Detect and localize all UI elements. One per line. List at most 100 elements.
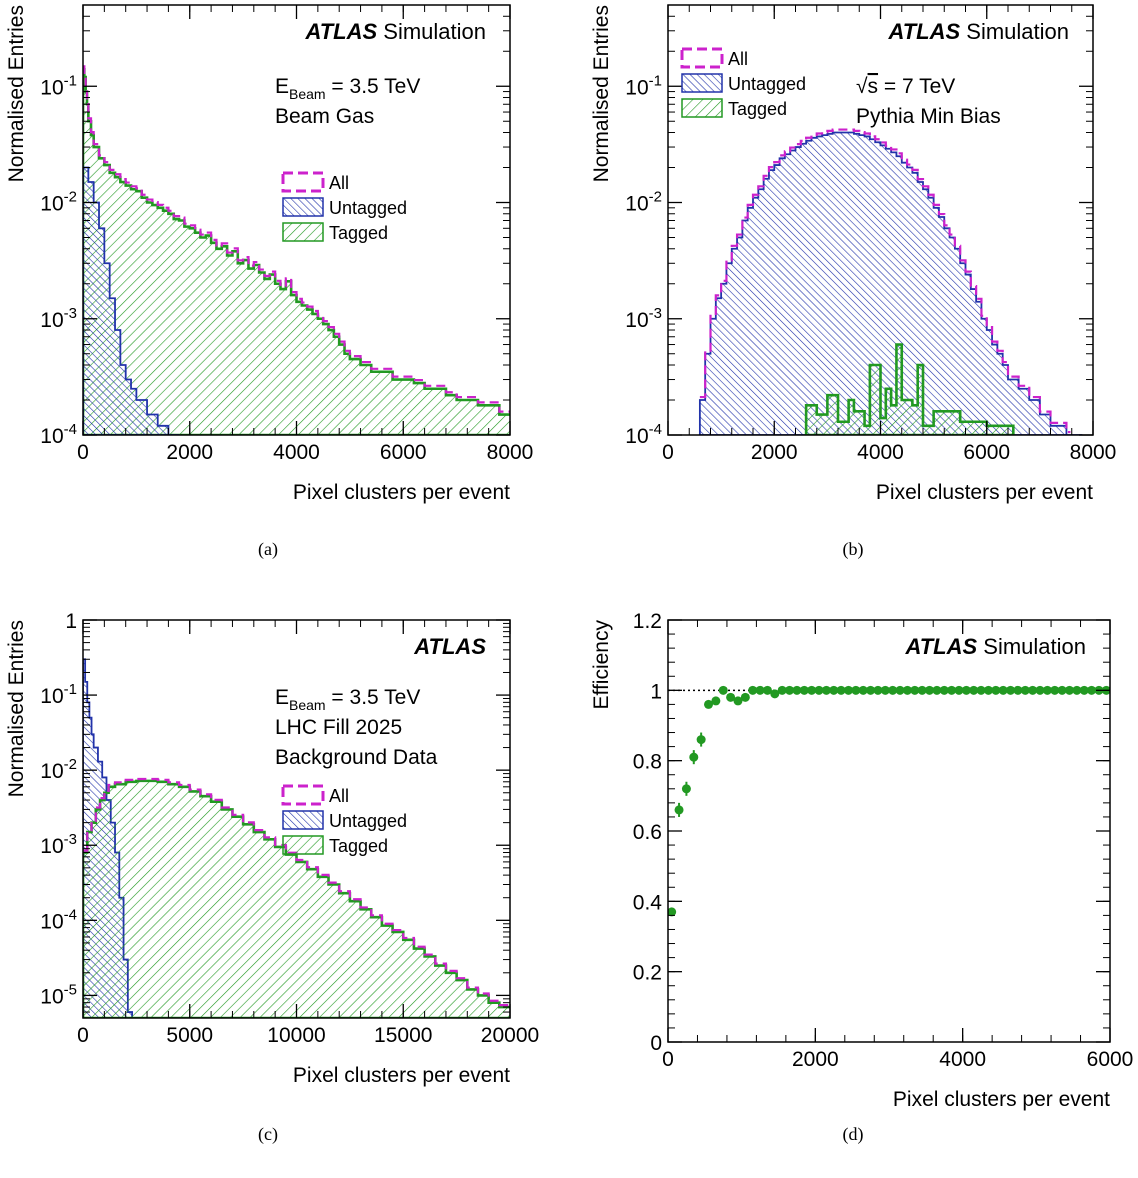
legend-label: All [329,786,349,806]
data-point [733,696,743,706]
data-point [836,685,846,695]
data-point [755,685,765,695]
legend-label: Untagged [329,811,407,831]
panel-d: 0 2000 4000 6000 0 0.2 0.4 0.6 0.8 1 1.2 Pixel clus… [590,610,1133,1145]
legend-swatch-all [680,47,724,69]
x-tick-label: 5000 [166,1024,213,1047]
x-tick-label: 6000 [380,441,427,464]
legend-swatch-tagged [282,222,324,242]
annotation: Background Data [275,746,438,769]
panel-a: 0 2000 4000 6000 8000 10-4 10-3 10-2 10-1 Pixel c… [5,4,533,560]
data-point [1006,685,1016,695]
hist-untagged [83,166,180,435]
y-tick-label: 0.4 [633,891,663,914]
data-point [777,685,787,695]
data-point [1020,685,1030,695]
data-point [668,907,677,917]
data-point [947,685,957,695]
data-point [726,692,736,702]
atlas-label: ATLAS [413,634,486,659]
hist-all [83,777,510,1007]
data-point [1028,685,1038,695]
y-axis-title: Normalised Entries [5,5,28,182]
data-point [998,685,1008,695]
hist-tagged [804,343,1015,435]
caption: (d) [843,1124,864,1145]
legend-swatch-untagged [282,810,324,830]
x-axis-title: Pixel clusters per event [893,1088,1110,1111]
data-point [1057,685,1067,695]
y-tick-label: 10-4 [40,906,77,933]
y-axis-title: Normalised Entries [5,620,28,797]
x-tick-label: 0 [662,441,674,464]
plot-area [83,65,510,435]
data-point [983,685,993,695]
data-point [1013,685,1023,695]
annotation: √s = 7 TeV [856,75,955,98]
annotation: Beam Gas [275,105,374,128]
data-point [843,685,853,695]
x-tick-label: 0 [77,441,89,464]
data-point [1050,685,1060,695]
data-point [740,692,750,702]
data-point [910,685,920,695]
y-tick-label: 10-2 [40,189,77,216]
y-tick-label: 10-2 [40,756,77,783]
x-tick-label: 2000 [792,1048,839,1071]
data-point [674,805,684,815]
data-point [873,685,883,695]
data-point [762,685,772,695]
legend-label: Tagged [329,223,388,243]
x-axis-title: Pixel clusters per event [293,1064,510,1087]
y-tick-label: 1.2 [633,610,662,633]
y-tick-label: 10-3 [40,831,77,858]
data-point [711,696,721,706]
y-tick-label: 1 [65,610,77,633]
legend-swatch-tagged [282,835,324,855]
x-axis-title: Pixel clusters per event [876,481,1093,504]
y-tick-label: 0.8 [633,751,662,774]
y-tick-label: 10-2 [625,189,662,216]
data-point [1064,685,1074,695]
legend-swatch-untagged [282,197,324,217]
atlas-label: ATLAS Simulation [887,19,1069,44]
x-tick-label: 20000 [481,1024,539,1047]
y-tick-label: 10-3 [625,305,662,332]
x-tick-label: 6000 [963,441,1010,464]
hist-tagged [83,67,510,435]
y-tick-label: 10-4 [40,421,77,448]
x-tick-label: 0 [662,1048,674,1071]
data-point [681,784,691,794]
y-tick-label: 0 [650,1032,662,1055]
y-tick-label: 0.6 [633,821,662,844]
data-point [829,685,839,695]
data-point [969,685,979,695]
annotation: Pythia Min Bias [856,105,1001,128]
data-point [954,685,964,695]
data-point [932,685,942,695]
legend-swatch-tagged [681,98,723,118]
data-point [1087,685,1097,695]
data-point [718,685,728,695]
data-point [939,685,949,695]
legend-label: Tagged [329,836,388,856]
legend-label: Tagged [728,99,787,119]
caption: (a) [258,539,278,560]
legend-label: Untagged [728,74,806,94]
x-tick-label: 15000 [374,1024,432,1047]
x-tick-label: 4000 [939,1048,986,1071]
data-point [925,685,935,695]
plot-area [83,658,510,1018]
data-point [785,685,795,695]
data-point [696,735,706,745]
data-point [880,685,890,695]
data-point [748,685,758,695]
data-point [821,685,831,695]
data-point [991,685,1001,695]
y-tick-label: 10-1 [625,72,662,99]
data-point [792,685,802,695]
y-axis-title: Efficiency [590,620,613,710]
x-tick-label: 0 [77,1024,89,1047]
data-point [704,699,714,709]
